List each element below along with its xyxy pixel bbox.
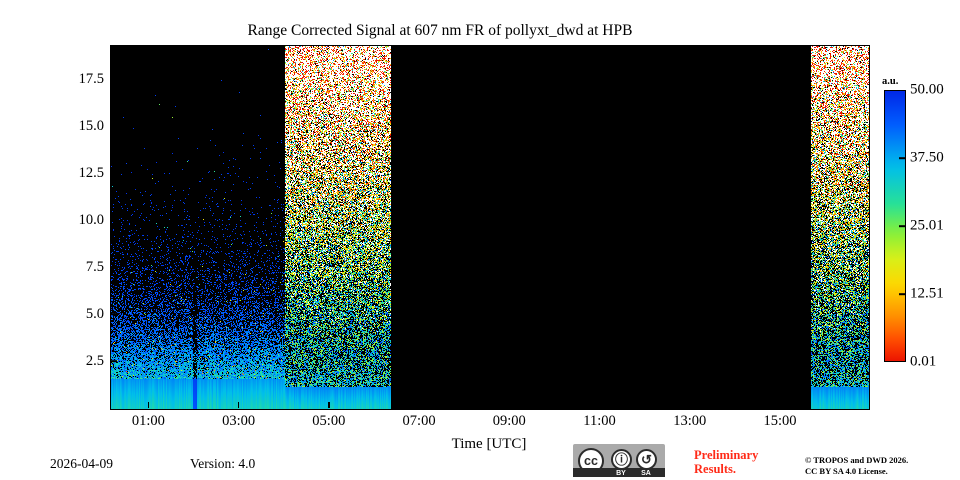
cc-badge-footer-band: BY SA <box>573 468 665 477</box>
cc-by-icon: ⓘ <box>611 449 632 470</box>
y-tick-mark <box>111 125 117 127</box>
y-tick-label: 7.5 <box>85 258 104 275</box>
preliminary-line-2: Results. <box>694 461 737 476</box>
cc-by-label: BY <box>616 469 626 477</box>
heatmap-canvas <box>111 46 869 409</box>
y-tick-label: 5.0 <box>85 305 104 322</box>
x-axis-label: Time [UTC] <box>451 436 527 452</box>
x-tick-label: 09:00 <box>492 413 526 429</box>
y-tick-label: 12.5 <box>78 164 104 181</box>
y-tick-label: 17.5 <box>78 70 104 87</box>
colorbar-unit-label: a.u. <box>882 76 899 87</box>
y-axis-tick-marks <box>111 45 119 408</box>
y-tick-label: 2.5 <box>85 352 104 369</box>
x-tick-label: 07:00 <box>402 413 436 429</box>
x-tick-mark <box>418 402 420 408</box>
page-title: Range Corrected Signal at 607 nm FR of p… <box>247 22 633 39</box>
x-tick-label: 11:00 <box>583 413 616 429</box>
footer-date: 2026-04-09 <box>50 456 113 471</box>
creative-commons-license-icon[interactable]: cc ⓘ ↺ BY SA <box>573 444 665 477</box>
colorbar-tick-label: 37.50 <box>910 149 944 166</box>
y-tick-mark <box>111 219 117 221</box>
x-axis-tick-marks <box>110 402 868 410</box>
copyright-notice: © TROPOS and DWD 2026. CC BY SA 4.0 Lice… <box>805 455 960 477</box>
colorbar-tick-marks <box>899 90 907 362</box>
footer-version: Version: 4.0 <box>190 456 256 471</box>
colorbar-tick-mark <box>899 293 905 295</box>
x-tick-mark <box>508 402 511 408</box>
colorbar-tick-label: 12.51 <box>910 285 944 302</box>
x-tick-label: 13:00 <box>673 413 707 429</box>
colorbar-tick-labels: 0.01 12.51 25.01 37.50 50.00 <box>910 82 960 369</box>
x-tick-mark <box>779 402 781 408</box>
preliminary-results-notice: Preliminary Results. <box>694 448 794 476</box>
y-tick-mark <box>111 172 117 174</box>
plot-area <box>110 45 870 410</box>
x-tick-mark <box>688 402 691 408</box>
x-axis-tick-labels: 01:00 03:00 05:00 07:00 09:00 11:00 13:00 15:00 <box>110 414 868 434</box>
preliminary-line-1: Preliminary <box>694 448 759 462</box>
x-tick-mark <box>147 402 150 408</box>
colorbar-tick-mark <box>899 225 905 227</box>
colorbar-tick-mark <box>899 157 905 159</box>
copyright-line-2: CC BY SA 4.0 License. <box>805 466 888 476</box>
cc-badge-row: cc ⓘ ↺ <box>573 444 665 474</box>
x-tick-label: 03:00 <box>222 413 256 429</box>
x-tick-mark <box>598 402 601 408</box>
y-axis-label: Height [km] <box>0 168 1 368</box>
colorbar-tick-label: 50.00 <box>910 81 944 98</box>
x-tick-mark <box>328 402 330 408</box>
y-tick-label: 15.0 <box>78 117 104 134</box>
y-tick-mark <box>111 78 117 80</box>
y-tick-mark <box>111 360 117 362</box>
x-tick-label: 15:00 <box>763 413 797 429</box>
y-tick-mark <box>111 266 117 268</box>
y-axis-tick-labels: 2.5 5.0 7.5 10.0 12.5 15.0 17.5 <box>52 45 104 408</box>
x-tick-label: 05:00 <box>312 413 346 429</box>
cc-sa-label: SA <box>641 469 651 477</box>
y-tick-mark <box>111 313 117 315</box>
y-tick-label: 10.0 <box>78 211 104 228</box>
copyright-line-1: © TROPOS and DWD 2026. <box>805 455 909 465</box>
colorbar-tick-label: 25.01 <box>910 217 944 234</box>
x-tick-label: 01:00 <box>131 413 165 429</box>
colorbar-tick-label: 0.01 <box>910 353 937 370</box>
x-tick-mark <box>237 402 240 408</box>
cc-sa-icon: ↺ <box>636 449 657 470</box>
